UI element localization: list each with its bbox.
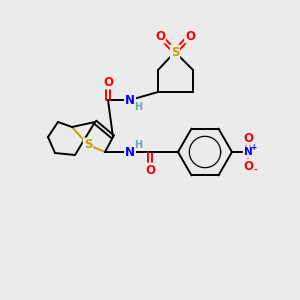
- Text: O: O: [243, 131, 253, 145]
- Text: -: -: [253, 166, 257, 175]
- Text: S: S: [84, 139, 92, 152]
- Text: O: O: [103, 76, 113, 88]
- Text: H: H: [134, 102, 142, 112]
- Text: H: H: [134, 140, 142, 150]
- Text: N: N: [125, 94, 135, 106]
- Text: O: O: [145, 164, 155, 176]
- Text: O: O: [243, 160, 253, 172]
- Text: N: N: [244, 147, 252, 157]
- Text: +: +: [250, 142, 256, 152]
- Text: O: O: [155, 29, 165, 43]
- Text: O: O: [185, 29, 195, 43]
- Text: N: N: [125, 146, 135, 158]
- Text: S: S: [171, 46, 179, 59]
